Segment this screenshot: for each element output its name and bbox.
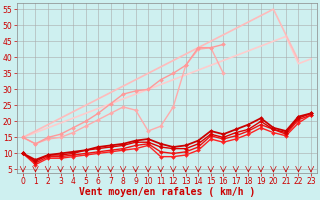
X-axis label: Vent moyen/en rafales ( km/h ): Vent moyen/en rafales ( km/h ) — [79, 187, 255, 197]
